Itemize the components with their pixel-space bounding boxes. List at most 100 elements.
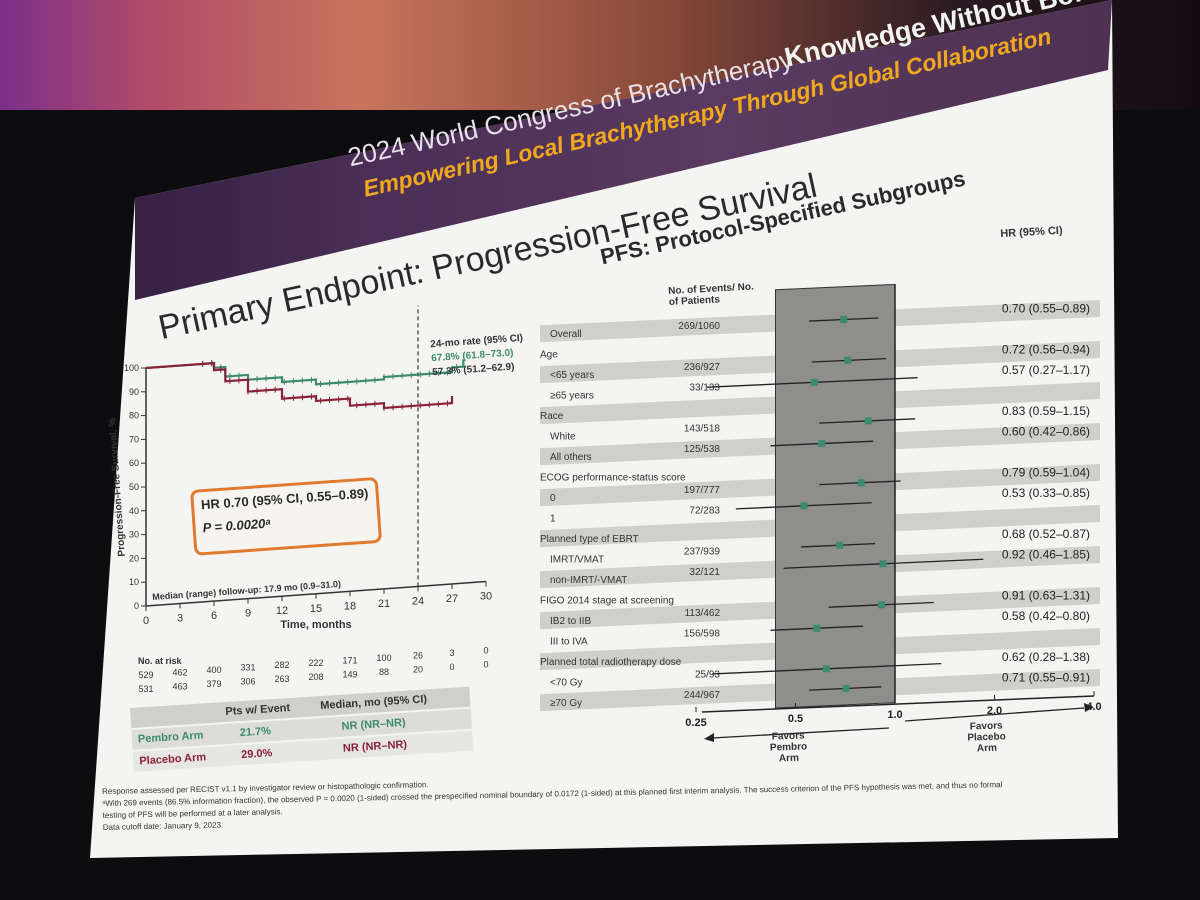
risk-placebo-value: 0: [449, 662, 454, 672]
km-y-tick-label: 50: [129, 482, 139, 492]
forest-hr-point: [864, 417, 872, 425]
forest-hr-text: 0.92 (0.46–1.85): [1002, 547, 1090, 561]
forest-row-label: ≥70 Gy: [550, 698, 582, 709]
forest-hr-point: [810, 378, 818, 386]
forest-hr-text: 0.57 (0.27–1.17): [1002, 363, 1090, 377]
forest-row-label: Age: [540, 350, 558, 361]
km-x-tick-label: 18: [344, 600, 356, 612]
km-x-tick-label: 6: [211, 610, 217, 622]
risk-pembro-value: 462: [172, 668, 187, 678]
forest-row-label: IB2 to IIB: [550, 616, 591, 627]
favors-left-arrowhead: [704, 733, 714, 742]
forest-hr-point: [818, 440, 826, 448]
forest-hr-text: 0.68 (0.52–0.87): [1002, 527, 1090, 541]
km-y-tick-label: 100: [124, 363, 139, 373]
forest-row-events: 72/283: [689, 506, 720, 517]
km-x-axis-label: Time, months: [280, 619, 351, 631]
forest-plot: Overall 269/1060 0.70 (0.55–0.89) Age <65 ye…: [540, 283, 1102, 742]
forest-hr-point: [800, 502, 808, 510]
forest-row-label: 0: [550, 493, 556, 504]
risk-placebo-value: 88: [379, 667, 389, 677]
forest-x-tick-label: 0.25: [685, 717, 706, 729]
forest-hr-text: 0.62 (0.28–1.38): [1002, 650, 1090, 664]
forest-row-label: FIGO 2014 stage at screening: [540, 596, 674, 607]
forest-hr-point: [879, 560, 887, 568]
km-plot: 0 3 6 9 12 15 18 21 24 27 300102030405060708090100…: [107, 305, 492, 694]
forest-row-events: 244/967: [684, 690, 721, 701]
forest-hr-point: [844, 356, 852, 364]
forest-row-events: 143/518: [684, 424, 721, 435]
forest-row-label: III to IVA: [550, 636, 588, 647]
forest-row-events: 33/133: [689, 383, 720, 394]
risk-placebo-value: 0: [483, 660, 488, 670]
forest-row-label: ≥65 years: [550, 390, 594, 401]
forest-hr-text: 0.58 (0.42–0.80): [1002, 609, 1090, 623]
forest-hr-text: 0.71 (0.55–0.91): [1002, 670, 1090, 684]
forest-x-tick-label: 0.5: [788, 713, 803, 725]
favors-left-arrow-line: [711, 727, 890, 739]
forest-hr-point: [857, 479, 865, 487]
favors-right-arrow-line: [904, 707, 1085, 722]
forest-row-label: IMRT/VMAT: [550, 554, 604, 565]
km-x-tick-label: 15: [310, 603, 322, 615]
forest-hr-point: [813, 624, 821, 632]
km-y-tick-label: 30: [129, 530, 139, 540]
km-y-tick-label: 10: [129, 577, 139, 587]
km-y-tick-label: 20: [129, 553, 139, 563]
km-x-tick-label: 0: [143, 615, 149, 627]
forest-row-label: non-IMRT/-VMAT: [550, 575, 627, 586]
forest-row-events: 269/1060: [678, 321, 720, 332]
forest-events-header: No. of Events/ No. of Patients: [668, 281, 755, 308]
forest-x-tick-label: 4.0: [1086, 701, 1101, 713]
forest-row-label: Race: [540, 411, 564, 422]
km-y-tick-label: 80: [129, 411, 139, 421]
forest-row-events: 156/598: [684, 629, 721, 640]
forest-x-axis: [701, 695, 1095, 713]
risk-pembro-value: 100: [376, 653, 391, 663]
forest-row-label: <70 Gy: [550, 677, 583, 688]
risk-placebo-value: 531: [138, 684, 153, 694]
forest-hr-point: [836, 541, 844, 549]
risk-placebo-value: 306: [240, 677, 255, 687]
forest-row-events: 236/927: [684, 362, 721, 373]
forest-hr-point: [822, 665, 830, 673]
risk-placebo-value: 463: [172, 682, 187, 692]
km-x-tick-label: 24: [412, 595, 424, 607]
forest-row-events: 32/121: [689, 567, 720, 578]
risk-placebo-value: 379: [206, 679, 221, 689]
forest-row-events: 113/462: [685, 608, 721, 619]
forest-row-label: All others: [550, 452, 592, 463]
risk-pembro-value: 0: [483, 646, 488, 656]
risk-placebo-value: 263: [274, 674, 289, 684]
forest-reference-panel: [775, 283, 896, 709]
forest-hr-text: 0.53 (0.33–0.85): [1002, 486, 1090, 500]
forest-hr-text: 0.72 (0.56–0.94): [1002, 342, 1090, 356]
risk-pembro-value: 222: [308, 658, 323, 668]
forest-hr-text: 0.91 (0.63–1.31): [1002, 588, 1090, 602]
risk-pembro-value: 282: [274, 660, 289, 670]
forest-row-label: Planned total radiotherapy dose: [540, 657, 682, 668]
forest-row-label: Overall: [550, 329, 582, 340]
forest-hr-point: [842, 684, 850, 692]
forest-row-label: ECOG performance-status score: [540, 473, 686, 484]
forest-row-label: <65 years: [550, 370, 594, 381]
risk-pembro-value: 26: [413, 650, 423, 660]
risk-placebo-value: 208: [308, 672, 323, 682]
favors-placebo-label: Favors Placebo Arm: [967, 720, 1006, 755]
risk-pembro-value: 3: [449, 648, 454, 658]
km-y-tick-label: 70: [129, 434, 139, 444]
forest-row-events: 237/939: [684, 547, 721, 558]
forest-x-tick-label: 1.0: [887, 709, 902, 721]
km-x-tick-label: 12: [276, 605, 288, 617]
km-x-tick-label: 3: [177, 613, 183, 625]
summary-pct-placebo: 29.0%: [240, 747, 273, 762]
km-x-tick-label: 9: [245, 608, 251, 620]
km-curve-pembro: [145, 359, 465, 386]
risk-pembro-value: 400: [206, 665, 221, 675]
no-at-risk-label: No. at risk: [138, 656, 183, 666]
risk-placebo-value: 149: [342, 669, 357, 679]
forest-hr-text: 0.60 (0.42–0.86): [1002, 424, 1090, 438]
forest-row-label: 1: [550, 513, 556, 524]
